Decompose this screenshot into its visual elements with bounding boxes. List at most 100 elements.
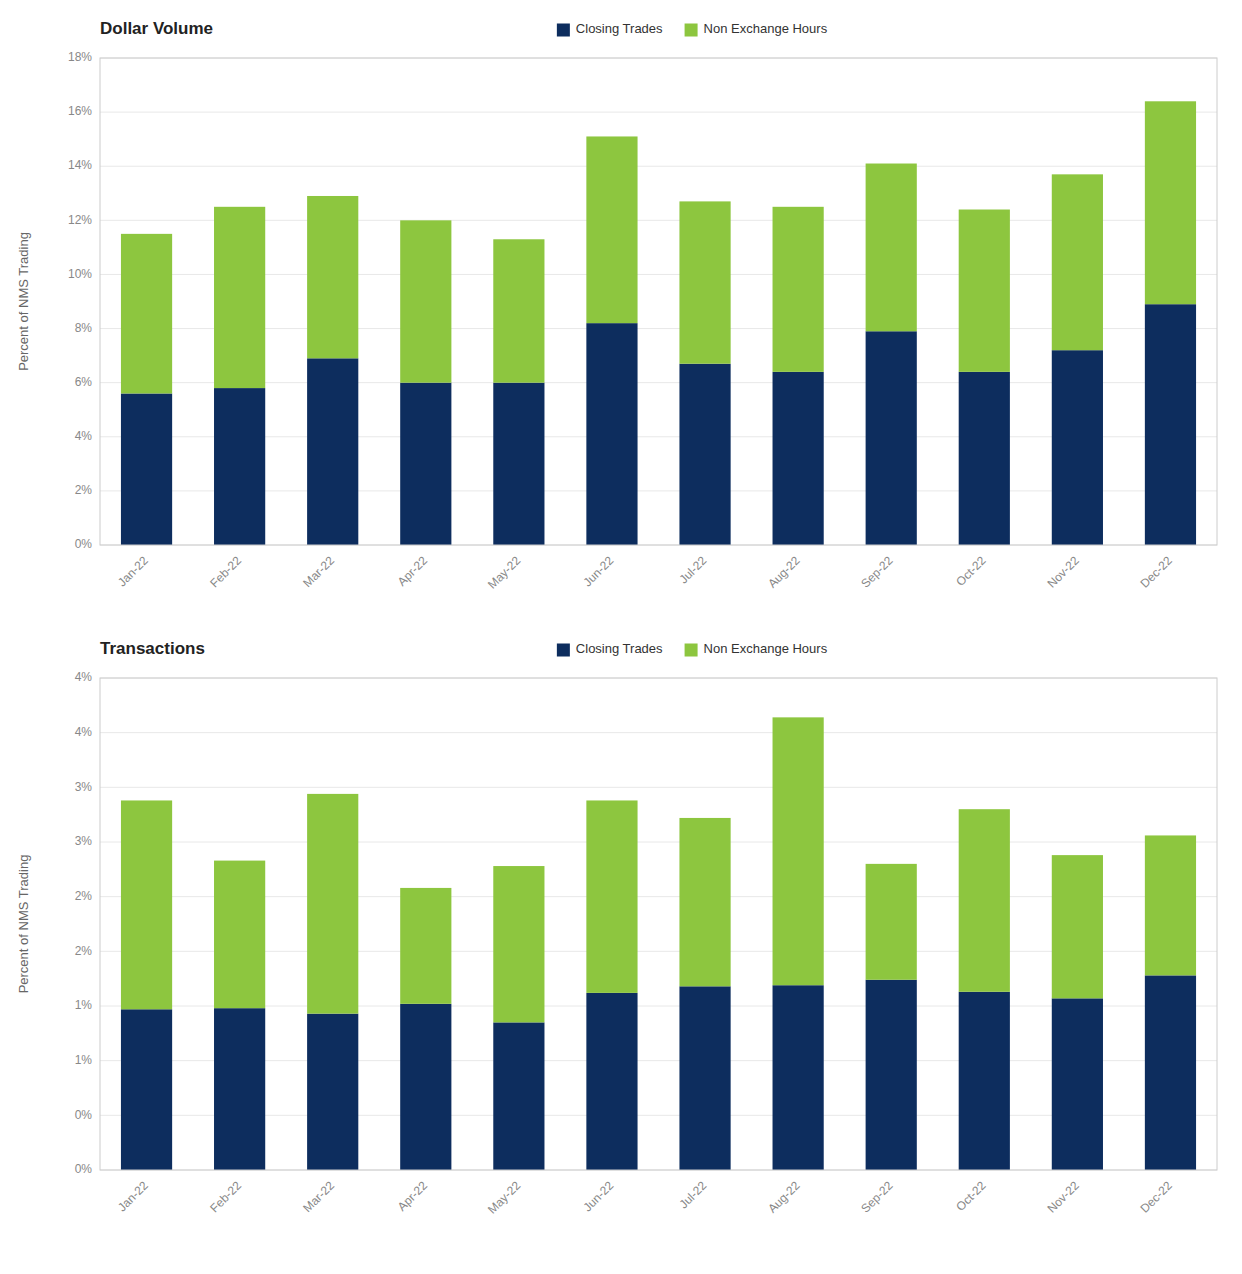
grid-line — [100, 787, 1217, 788]
tick-label: Jan-22 — [115, 553, 151, 589]
tick-label: Sep-22 — [858, 553, 895, 590]
tick-label: 8% — [75, 321, 93, 335]
bar-segment — [400, 1004, 451, 1170]
grid-line — [100, 1060, 1217, 1061]
bar-segment — [1052, 350, 1103, 545]
tick-label: Oct-22 — [953, 553, 989, 589]
bar-segment — [493, 239, 544, 382]
chart-panel: Dollar VolumePercent of NMS Trading0%2%4… — [16, 19, 1217, 591]
tick-label: Apr-22 — [395, 1178, 431, 1214]
bar-segment — [121, 800, 172, 1009]
bar-segment — [214, 861, 265, 1009]
bar-segment — [400, 383, 451, 545]
grid-line — [100, 436, 1217, 437]
bar-segment — [586, 136, 637, 323]
bar-segment — [493, 1022, 544, 1170]
legend: Closing Trades Non Exchange Hours — [557, 21, 828, 36]
bar-segment — [586, 800, 637, 992]
tick-label: Aug-22 — [765, 553, 802, 590]
grid-line — [100, 274, 1217, 275]
tick-label: 0% — [75, 1108, 93, 1122]
tick-label: Jul-22 — [676, 1178, 709, 1211]
grid-line — [100, 732, 1217, 733]
grid-line — [100, 220, 1217, 221]
bar-segment — [679, 364, 730, 545]
grid-line — [100, 896, 1217, 897]
tick-label: 1% — [75, 998, 93, 1012]
bar-segment — [493, 866, 544, 1022]
legend-swatch — [557, 644, 570, 657]
grid-line — [100, 382, 1217, 383]
chart-title: Transactions — [100, 639, 205, 658]
bar-segment — [959, 992, 1010, 1170]
tick-label: 2% — [75, 889, 93, 903]
bar-segment — [679, 201, 730, 363]
tick-label: 3% — [75, 780, 93, 794]
bar-segment — [1145, 101, 1196, 304]
tick-label: 0% — [75, 1162, 93, 1176]
tick-label: 2% — [75, 483, 93, 497]
tick-label: Feb-22 — [207, 1178, 244, 1215]
bars — [121, 101, 1196, 545]
axis-label: Percent of NMS Trading — [16, 855, 31, 994]
tick-label: Jun-22 — [580, 1178, 616, 1214]
tick-label: Nov-22 — [1044, 1178, 1081, 1215]
bar-segment — [959, 210, 1010, 372]
legend-swatch — [685, 24, 698, 37]
grid-line — [100, 842, 1217, 843]
grid-line — [100, 328, 1217, 329]
bar-segment — [307, 794, 358, 1014]
grid-line — [100, 490, 1217, 491]
bar-segment — [1052, 174, 1103, 350]
plot-frame — [100, 678, 1217, 1170]
tick-label: May-22 — [485, 553, 523, 591]
tick-label: Oct-22 — [953, 1178, 989, 1214]
bar-segment — [866, 331, 917, 545]
bar-segment — [214, 1008, 265, 1170]
bar-segment — [121, 1009, 172, 1170]
tick-label: Aug-22 — [765, 1178, 802, 1215]
tick-label: 6% — [75, 375, 93, 389]
bar-segment — [959, 809, 1010, 992]
bar-segment — [1145, 835, 1196, 975]
legend-label: Closing Trades — [576, 21, 663, 36]
grid-line — [100, 112, 1217, 113]
tick-label: Nov-22 — [1044, 553, 1081, 590]
tick-label: 10% — [68, 267, 92, 281]
legend-label: Non Exchange Hours — [704, 21, 828, 36]
bar-segment — [1052, 855, 1103, 998]
bar-segment — [214, 388, 265, 545]
bar-segment — [400, 220, 451, 382]
bar-segment — [773, 717, 824, 985]
legend-label: Closing Trades — [576, 641, 663, 656]
grid-line — [100, 951, 1217, 952]
bar-segment — [959, 372, 1010, 545]
bar-segment — [307, 358, 358, 545]
bar-segment — [773, 372, 824, 545]
tick-label: 0% — [75, 537, 93, 551]
grid-line — [100, 166, 1217, 167]
bar-segment — [866, 864, 917, 980]
grid-line — [100, 1115, 1217, 1116]
tick-label: 4% — [75, 429, 93, 443]
bar-segment — [121, 234, 172, 394]
legend-swatch — [685, 644, 698, 657]
tick-label: 4% — [75, 670, 93, 684]
tick-label: Feb-22 — [207, 553, 244, 590]
tick-label: 14% — [68, 158, 92, 172]
bar-segment — [214, 207, 265, 388]
tick-label: Jan-22 — [115, 1178, 151, 1214]
bar-segment — [493, 383, 544, 545]
chart-panel: Transactions Percent of NMS Trading 0% 0% 1%… — [16, 639, 1217, 1216]
bar-segment — [773, 985, 824, 1170]
bar-segment — [121, 393, 172, 545]
tick-label: Jul-22 — [676, 553, 709, 586]
tick-label: 1% — [75, 1053, 93, 1067]
bar-segment — [679, 818, 730, 986]
tick-label: Jun-22 — [580, 553, 616, 589]
tick-label: Dec-22 — [1138, 1178, 1175, 1215]
tick-label: 4% — [75, 725, 93, 739]
tick-label: Mar-22 — [300, 553, 337, 590]
tick-label: Apr-22 — [395, 553, 431, 589]
tick-label: 3% — [75, 834, 93, 848]
